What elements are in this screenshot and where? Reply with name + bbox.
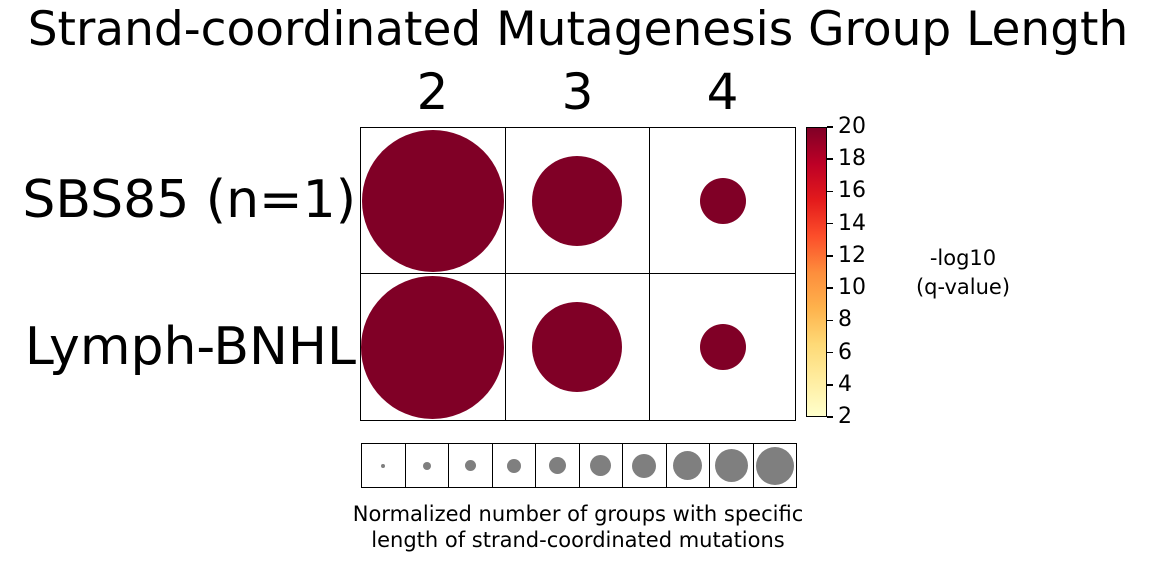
size-legend-cell-6 bbox=[580, 444, 623, 487]
column-header-4: 4 bbox=[706, 63, 739, 121]
grid-cell-SBS85 (n=1)-len3 bbox=[505, 128, 651, 274]
grid-cell-Lymph-BNHL-len4 bbox=[650, 274, 795, 420]
colorbar-tick bbox=[827, 158, 833, 160]
grid-cell-SBS85 (n=1)-len4 bbox=[650, 128, 795, 274]
size-legend bbox=[361, 443, 797, 488]
colorbar-area: 2 4 6 8 10 12 14 16 18 20 bbox=[806, 114, 1036, 429]
bubble bbox=[699, 177, 746, 224]
bubble-grid bbox=[360, 127, 796, 421]
bubble bbox=[361, 129, 504, 272]
size-legend-circle bbox=[464, 460, 476, 471]
colorbar-label-line2: (q-value) bbox=[915, 275, 1011, 299]
colorbar-tick bbox=[827, 384, 833, 386]
colorbar-tick-label: 12 bbox=[838, 242, 866, 268]
size-legend-cell-3 bbox=[449, 444, 493, 487]
column-header-2: 2 bbox=[416, 63, 449, 121]
colorbar-tick-label: 8 bbox=[838, 307, 852, 333]
size-legend-cell-1 bbox=[362, 444, 406, 487]
colorbar-tick-label: 18 bbox=[838, 146, 866, 172]
size-legend-circle bbox=[590, 455, 612, 476]
caption-line2: length of strand-coordinated mutations bbox=[371, 528, 785, 552]
grid-cell-Lymph-BNHL-len3 bbox=[506, 274, 651, 420]
row-label-sbs85: SBS85 (n=1) bbox=[22, 170, 356, 230]
chart-title: Strand-coordinated Mutagenesis Group Len… bbox=[27, 2, 1129, 57]
grid-cell-SBS85 (n=1)-len2 bbox=[361, 128, 506, 274]
colorbar-tick bbox=[827, 287, 833, 289]
size-legend-caption: Normalized number of groups with specifi… bbox=[278, 501, 878, 553]
size-legend-circle bbox=[506, 458, 521, 473]
colorbar-label-line1: -log10 bbox=[929, 246, 997, 270]
colorbar-label: -log10 (q-value) bbox=[878, 244, 1048, 302]
colorbar-tick-label: 10 bbox=[838, 275, 866, 301]
colorbar-tick bbox=[827, 126, 833, 128]
column-header-3: 3 bbox=[561, 63, 594, 121]
bubble bbox=[532, 155, 623, 246]
row-label-lymph-bnhl: Lymph-BNHL bbox=[24, 317, 356, 377]
size-legend-cell-5 bbox=[536, 444, 580, 487]
size-legend-circle bbox=[673, 451, 703, 480]
bubble bbox=[532, 302, 623, 392]
bubble bbox=[361, 275, 505, 419]
size-legend-cell-9 bbox=[710, 444, 754, 487]
size-legend-circle bbox=[632, 453, 657, 478]
grid-cell-Lymph-BNHL-len2 bbox=[361, 274, 506, 420]
colorbar-tick bbox=[827, 255, 833, 257]
colorbar-tick-label: 6 bbox=[838, 339, 852, 365]
size-legend-cell-10 bbox=[754, 444, 797, 487]
colorbar-tick-label: 14 bbox=[838, 210, 866, 236]
caption-line1: Normalized number of groups with specifi… bbox=[352, 502, 804, 526]
colorbar-tick-label: 2 bbox=[838, 404, 852, 429]
size-legend-circle bbox=[755, 446, 794, 485]
size-legend-cell-8 bbox=[667, 444, 710, 487]
size-legend-cell-2 bbox=[406, 444, 449, 487]
size-legend-circle bbox=[422, 461, 431, 470]
bubble bbox=[699, 324, 746, 370]
size-legend-circle bbox=[548, 457, 566, 474]
colorbar-gradient bbox=[806, 127, 827, 417]
colorbar-tick-label: 16 bbox=[838, 178, 866, 204]
colorbar-tick-label: 20 bbox=[838, 114, 866, 139]
size-legend-cell-4 bbox=[493, 444, 536, 487]
colorbar-tick-label: 4 bbox=[838, 371, 852, 397]
colorbar-tick bbox=[827, 222, 833, 225]
size-legend-cell-7 bbox=[623, 444, 667, 487]
size-legend-circle bbox=[381, 463, 386, 468]
size-legend-circle bbox=[714, 449, 748, 482]
colorbar-tick bbox=[827, 351, 833, 354]
colorbar-tick bbox=[827, 319, 833, 322]
colorbar-tick bbox=[827, 190, 833, 193]
colorbar-tick bbox=[827, 416, 833, 418]
